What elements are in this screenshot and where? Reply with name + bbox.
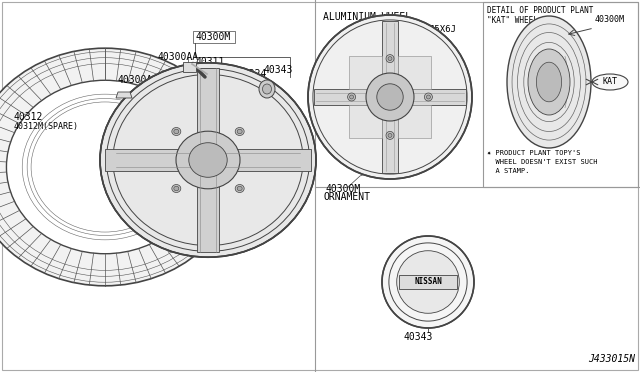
Ellipse shape: [592, 74, 628, 90]
Text: 40224: 40224: [238, 69, 268, 79]
Ellipse shape: [382, 236, 474, 328]
Polygon shape: [349, 56, 382, 89]
Ellipse shape: [259, 80, 275, 98]
Polygon shape: [398, 56, 431, 89]
Ellipse shape: [262, 84, 271, 94]
Ellipse shape: [174, 129, 179, 134]
Bar: [193, 31, 235, 43]
Polygon shape: [398, 105, 431, 138]
Ellipse shape: [377, 84, 403, 110]
Text: WHEEL DOESN'T EXIST SUCH: WHEEL DOESN'T EXIST SUCH: [487, 159, 598, 165]
Text: "KAT" WHEEL: "KAT" WHEEL: [487, 16, 538, 25]
Ellipse shape: [237, 186, 242, 191]
Polygon shape: [116, 92, 132, 98]
Text: KAT: KAT: [602, 77, 618, 87]
Polygon shape: [183, 62, 196, 72]
Text: 40300A: 40300A: [118, 75, 153, 85]
Text: ALUMINIUM WHEEL: ALUMINIUM WHEEL: [323, 12, 411, 22]
Bar: [314, 89, 467, 105]
Ellipse shape: [176, 131, 240, 189]
Ellipse shape: [536, 62, 562, 102]
Text: DETAIL OF PRODUCT PLANT: DETAIL OF PRODUCT PLANT: [487, 6, 593, 15]
Ellipse shape: [388, 57, 392, 61]
Ellipse shape: [237, 129, 242, 134]
Text: 40311: 40311: [195, 57, 225, 67]
Ellipse shape: [386, 131, 394, 140]
Text: 40312: 40312: [14, 112, 44, 122]
Ellipse shape: [235, 185, 244, 193]
Ellipse shape: [100, 63, 316, 257]
Text: NISSAN: NISSAN: [414, 278, 442, 286]
Text: ORNAMENT: ORNAMENT: [323, 192, 370, 202]
Ellipse shape: [172, 128, 181, 135]
Ellipse shape: [388, 134, 392, 137]
Ellipse shape: [397, 251, 460, 313]
Text: 40300M: 40300M: [326, 184, 361, 194]
Text: 40300M: 40300M: [195, 32, 230, 42]
Bar: [483, 2, 638, 187]
Ellipse shape: [507, 16, 591, 148]
Ellipse shape: [172, 185, 181, 193]
Bar: [399, 275, 456, 289]
Ellipse shape: [174, 186, 179, 191]
Ellipse shape: [528, 49, 570, 115]
Bar: [197, 68, 219, 252]
Text: ✷ PRODUCT PLANT TOPY'S: ✷ PRODUCT PLANT TOPY'S: [487, 150, 580, 156]
Text: 40343: 40343: [403, 332, 433, 342]
Text: 40343: 40343: [263, 65, 292, 75]
Ellipse shape: [349, 95, 354, 99]
Text: A STAMP.: A STAMP.: [487, 168, 529, 174]
Ellipse shape: [235, 128, 244, 135]
Ellipse shape: [348, 93, 356, 101]
Text: 40312M(SPARE): 40312M(SPARE): [14, 122, 79, 131]
Ellipse shape: [6, 80, 204, 254]
Text: 15X6J: 15X6J: [430, 25, 457, 34]
Bar: [106, 149, 310, 171]
Ellipse shape: [0, 48, 240, 286]
Ellipse shape: [366, 73, 414, 121]
Text: 40300M: 40300M: [595, 16, 625, 25]
Bar: [382, 21, 398, 173]
Ellipse shape: [386, 55, 394, 62]
Ellipse shape: [426, 95, 430, 99]
Ellipse shape: [308, 15, 472, 179]
Ellipse shape: [189, 143, 227, 177]
Text: J433015N: J433015N: [588, 354, 635, 364]
Polygon shape: [349, 105, 382, 138]
Text: KAT: KAT: [602, 77, 618, 87]
Ellipse shape: [424, 93, 433, 101]
Text: 40300AA: 40300AA: [157, 52, 198, 62]
